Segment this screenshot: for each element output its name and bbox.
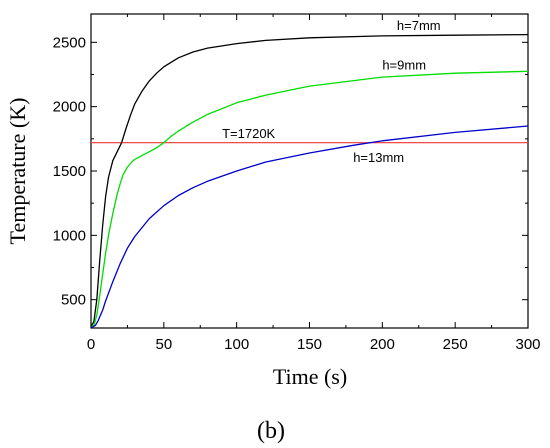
x-tick-label: 300 — [515, 336, 540, 353]
y-tick-label: 1000 — [53, 227, 86, 244]
x-tick-label: 0 — [87, 336, 95, 353]
annotation-label: h=9mm — [382, 57, 426, 72]
series-line-h-13mm — [90, 125, 529, 329]
annotation-label: h=7mm — [397, 18, 441, 33]
plot-frame — [90, 13, 529, 329]
annotations-layer: h=7mm h=9mm T=1720K h=13mm — [222, 18, 441, 165]
panel-label: (b) — [257, 418, 285, 444]
x-tick-label: 100 — [224, 336, 249, 353]
x-tick-label: 250 — [443, 336, 468, 353]
annotation-label: h=13mm — [353, 150, 404, 165]
y-axis-label: Temperature (K) — [5, 98, 30, 245]
x-axis-label: Time (s) — [273, 364, 347, 389]
series-line-h-9mm — [90, 70, 529, 328]
x-tick-label: 50 — [155, 336, 172, 353]
ticks-layer: 0 50 100 150 200 250 300 500 1000 1500 2000 2500 — [53, 14, 541, 353]
y-tick-label: 2000 — [53, 99, 86, 116]
x-tick-label: 150 — [297, 336, 322, 353]
y-tick-label: 500 — [61, 292, 86, 309]
y-tick-label: 2500 — [53, 34, 86, 51]
series-layer — [90, 33, 529, 329]
y-tick-label: 1500 — [53, 163, 86, 180]
annotation-label: T=1720K — [222, 126, 275, 141]
x-tick-label: 200 — [370, 336, 395, 353]
series-line-h-7mm — [90, 33, 529, 328]
